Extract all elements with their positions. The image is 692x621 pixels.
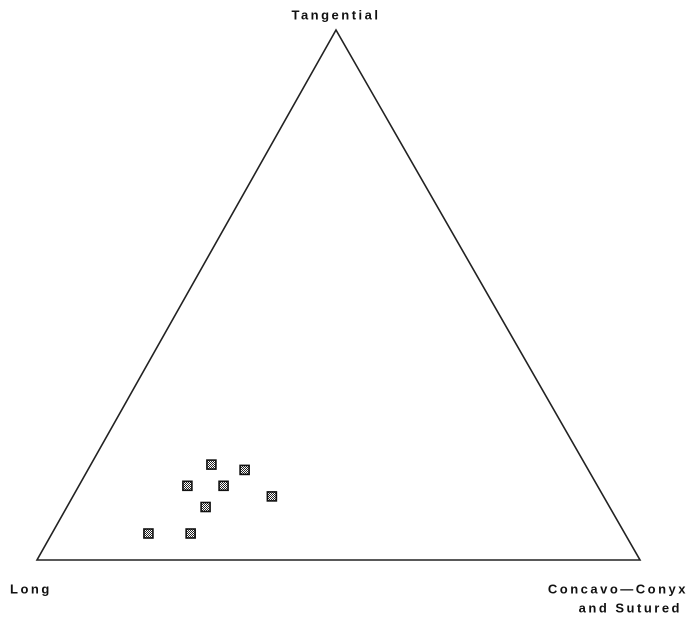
vertex-label-right: Concavo—Conyx — [548, 581, 688, 596]
point — [182, 480, 193, 492]
vertex-label-left: Long — [10, 581, 52, 596]
point — [206, 459, 217, 470]
point — [239, 464, 250, 476]
vertex-label-right: and Sutured — [579, 600, 682, 615]
point — [266, 491, 278, 502]
point — [143, 528, 154, 539]
triangle — [35, 28, 642, 561]
point — [218, 480, 229, 492]
vertex-label-top: Tangential — [291, 7, 380, 22]
point — [185, 528, 196, 539]
point — [200, 501, 211, 513]
